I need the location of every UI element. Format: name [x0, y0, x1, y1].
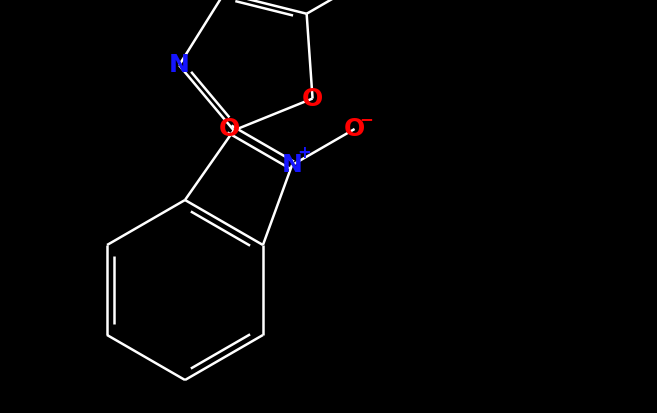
Text: O: O: [219, 117, 240, 141]
Text: O: O: [302, 87, 323, 111]
Text: N: N: [169, 53, 190, 77]
Text: −: −: [359, 110, 374, 128]
Text: O: O: [344, 117, 365, 141]
Text: +: +: [297, 144, 311, 162]
Text: N: N: [282, 153, 302, 177]
